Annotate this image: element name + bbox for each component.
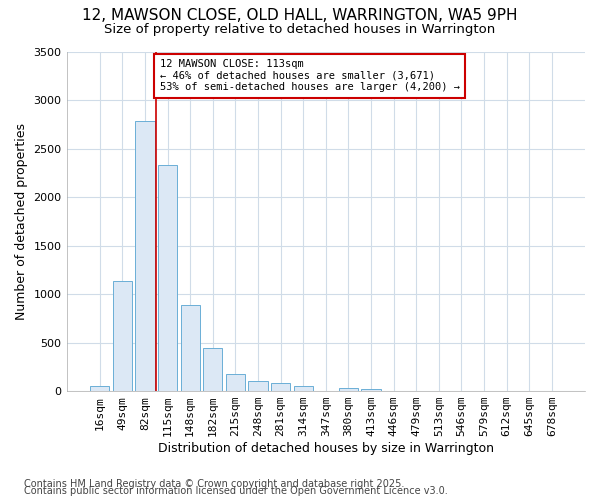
- Bar: [248, 382, 268, 391]
- Text: Contains HM Land Registry data © Crown copyright and database right 2025.: Contains HM Land Registry data © Crown c…: [24, 479, 404, 489]
- Bar: [136, 122, 155, 391]
- Text: 12 MAWSON CLOSE: 113sqm
← 46% of detached houses are smaller (3,671)
53% of semi: 12 MAWSON CLOSE: 113sqm ← 46% of detache…: [160, 60, 460, 92]
- Text: Contains public sector information licensed under the Open Government Licence v3: Contains public sector information licen…: [24, 486, 448, 496]
- Bar: [226, 374, 245, 391]
- Y-axis label: Number of detached properties: Number of detached properties: [15, 123, 28, 320]
- Bar: [293, 386, 313, 391]
- Bar: [158, 165, 177, 391]
- Text: 12, MAWSON CLOSE, OLD HALL, WARRINGTON, WA5 9PH: 12, MAWSON CLOSE, OLD HALL, WARRINGTON, …: [82, 8, 518, 22]
- Bar: [339, 388, 358, 391]
- X-axis label: Distribution of detached houses by size in Warrington: Distribution of detached houses by size …: [158, 442, 494, 455]
- Text: Size of property relative to detached houses in Warrington: Size of property relative to detached ho…: [104, 22, 496, 36]
- Bar: [90, 386, 109, 391]
- Bar: [361, 389, 380, 391]
- Bar: [181, 304, 200, 391]
- Bar: [113, 282, 132, 391]
- Bar: [203, 348, 223, 391]
- Bar: [271, 383, 290, 391]
